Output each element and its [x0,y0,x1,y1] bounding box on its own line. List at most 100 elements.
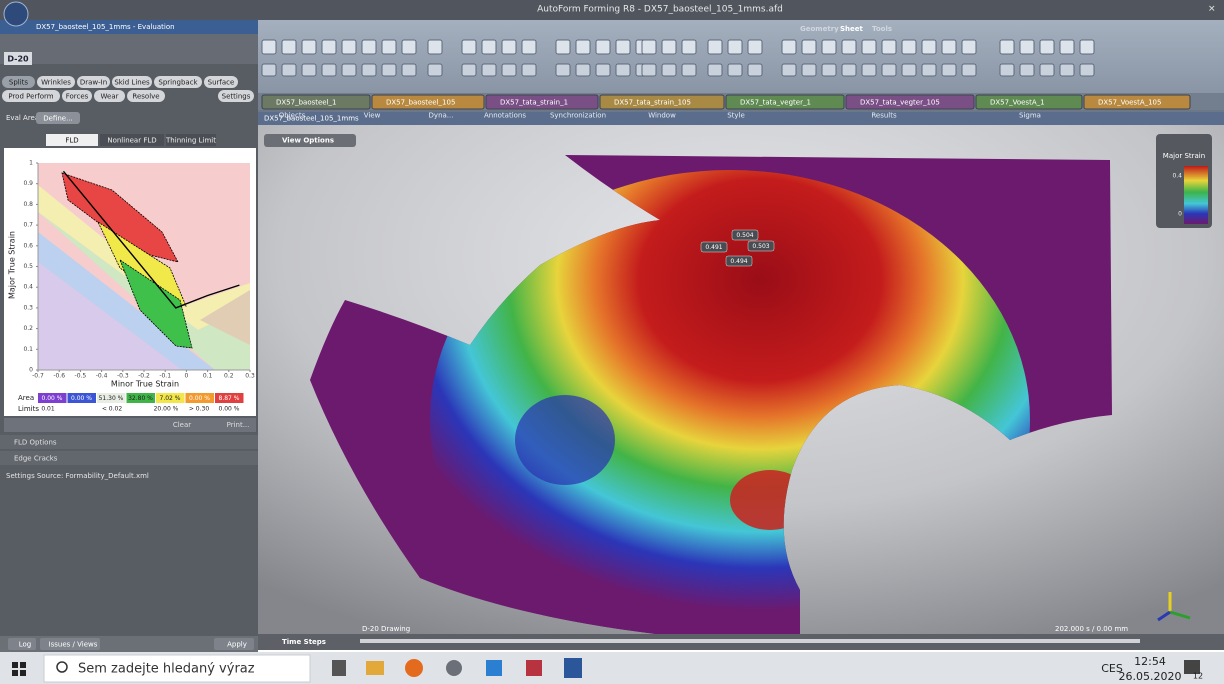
ribbon-icon[interactable] [661,63,677,77]
section-header[interactable] [0,435,258,449]
ribbon-icon[interactable] [1019,39,1035,55]
ribbon-tab[interactable]: Sheet [840,25,864,33]
ribbon-icon[interactable] [921,39,937,55]
ribbon-icon[interactable] [341,39,357,55]
ribbon-icon[interactable] [781,39,797,55]
ribbon-icon[interactable] [401,39,417,55]
ribbon-icon[interactable] [401,63,417,77]
language[interactable]: CES [1101,662,1123,675]
ribbon-icon[interactable] [961,63,977,77]
ribbon-icon[interactable] [707,39,723,55]
footer-button[interactable] [214,638,254,650]
ribbon-icon[interactable] [707,63,723,77]
ribbon-icon[interactable] [301,63,317,77]
ribbon-icon[interactable] [1059,63,1075,77]
document-tab[interactable] [725,94,845,110]
ribbon-icon[interactable] [575,63,591,77]
clock-time[interactable]: 12:54 [1134,655,1166,668]
ribbon-icon[interactable] [361,39,377,55]
ribbon-icon[interactable] [615,39,631,55]
ribbon-icon[interactable] [801,39,817,55]
ribbon-icon[interactable] [461,39,477,55]
window-controls[interactable]: ✕ [1208,5,1216,15]
ribbon-icon[interactable] [261,39,277,55]
ribbon-icon[interactable] [727,63,743,77]
ribbon-icon[interactable] [747,39,763,55]
ribbon-icon[interactable] [861,63,877,77]
ribbon-icon[interactable] [615,63,631,77]
ribbon-icon[interactable] [681,63,697,77]
ribbon-icon[interactable] [341,63,357,77]
clear-button[interactable]: Clear [173,421,191,429]
ribbon-icon[interactable] [501,39,517,55]
ribbon-icon[interactable] [461,63,477,77]
section-header[interactable] [0,451,258,465]
eval-button[interactable] [154,76,202,88]
ribbon-icon[interactable] [1019,63,1035,77]
eval-button[interactable] [127,90,165,102]
ribbon-icon[interactable] [901,39,917,55]
eval-button[interactable] [2,76,35,88]
document-tab[interactable] [975,94,1083,110]
print-button[interactable]: Print... [227,421,250,429]
ribbon-icon[interactable] [641,39,657,55]
document-tab[interactable] [371,94,485,110]
ribbon-icon[interactable] [595,63,611,77]
document-tab[interactable] [485,94,599,110]
eval-button[interactable] [77,76,110,88]
ribbon-icon[interactable] [555,63,571,77]
ribbon-icon[interactable] [1039,63,1055,77]
ribbon-icon[interactable] [727,39,743,55]
fld-tab[interactable] [166,134,216,146]
ribbon-icon[interactable] [1079,39,1095,55]
define-button[interactable] [36,112,80,124]
ribbon-icon[interactable] [821,39,837,55]
document-tab[interactable] [599,94,725,110]
fld-tab[interactable] [46,134,98,146]
ribbon-icon[interactable] [261,63,277,77]
ribbon-icon[interactable] [361,63,377,77]
ribbon-icon[interactable] [501,63,517,77]
eval-button[interactable] [204,76,238,88]
ribbon-icon[interactable] [381,39,397,55]
ribbon-icon[interactable] [841,39,857,55]
ribbon-icon[interactable] [575,39,591,55]
ribbon-icon[interactable] [881,63,897,77]
ribbon-tab[interactable]: Tools [872,25,892,33]
ribbon-icon[interactable] [661,39,677,55]
ribbon-tab[interactable]: Geometry [800,25,839,33]
document-tab[interactable] [845,94,975,110]
settings-button[interactable] [218,90,254,102]
time-slider[interactable] [360,639,1140,643]
eval-button[interactable] [37,76,75,88]
taskbar-apps[interactable] [332,658,582,678]
ribbon-icon[interactable] [941,63,957,77]
eval-button[interactable] [2,90,60,102]
search-box[interactable] [43,654,311,683]
ribbon-icon[interactable] [641,63,657,77]
ribbon-icon[interactable] [281,63,297,77]
eval-button[interactable] [94,90,125,102]
ribbon-icon[interactable] [281,39,297,55]
document-tab[interactable] [1083,94,1191,110]
footer-button[interactable] [8,638,36,650]
notification-icon[interactable] [1184,660,1200,674]
ribbon-icon[interactable] [921,63,937,77]
ribbon-icon[interactable] [321,39,337,55]
ribbon-icon[interactable] [999,39,1015,55]
ribbon-icon[interactable] [961,39,977,55]
ribbon-icon[interactable] [381,63,397,77]
ribbon-icon[interactable] [301,39,317,55]
ribbon-icon[interactable] [1039,39,1055,55]
ribbon-icon[interactable] [1059,39,1075,55]
footer-button[interactable] [40,638,100,650]
fld-tab[interactable] [100,134,164,146]
ribbon-icon[interactable] [521,39,537,55]
ribbon-icon[interactable] [521,63,537,77]
ribbon-icon[interactable] [941,39,957,55]
app-button[interactable] [3,1,29,27]
ribbon-icon[interactable] [821,63,837,77]
eval-button[interactable] [112,76,152,88]
clock-date[interactable]: 26.05.2020 [1119,670,1182,683]
document-tab[interactable] [261,94,371,110]
